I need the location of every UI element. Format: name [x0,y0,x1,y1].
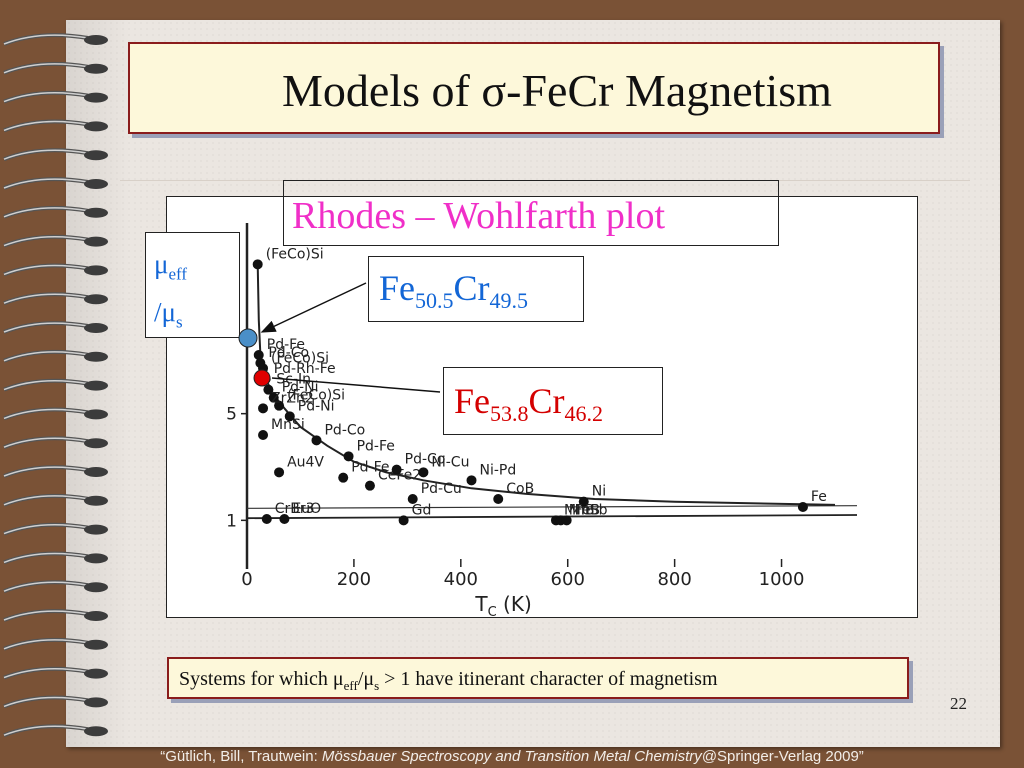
data-point-label: Pd-Fe [357,438,395,454]
mu-s-label: /μs [154,297,183,332]
spiral-hole [84,64,108,74]
data-point [392,465,402,475]
data-point-label: EuO [292,501,321,517]
spiral-hole [84,208,108,218]
data-point-label: ZrZn2 [271,390,314,406]
data-point [493,494,503,504]
spiral-hole [84,265,108,275]
data-point [258,363,268,373]
spiral-hole [84,35,108,45]
plot-title: Rhodes – Wohlfarth plot [292,194,665,238]
mu-eff-label: μeff [154,249,187,284]
spiral-hole [84,352,108,362]
x-axis-label: TC (K) [474,592,531,617]
spiral-hole [84,121,108,131]
x-tick-label: 400 [444,569,478,590]
data-point [311,435,321,445]
data-point [399,515,409,525]
fe50-cr49-label: Fe50.5Cr49.5 [379,267,528,314]
x-tick-label: 200 [337,569,371,590]
reference-line [247,506,857,509]
spiral-hole [84,697,108,707]
spiral-hole [84,237,108,247]
spiral-hole [84,467,108,477]
spiral-hole [84,150,108,160]
data-point-label: Pd-Co [324,422,365,438]
data-point [258,430,268,440]
data-point [261,374,271,384]
data-point-label: CoB [506,481,534,497]
spiral-hole [84,409,108,419]
spiral-hole [84,611,108,621]
data-point-label: Ni-Pd [480,462,517,478]
data-point [467,475,477,485]
data-point-label: Ni-Cu [431,454,469,470]
spiral-hole [84,294,108,304]
x-tick-label: 600 [551,569,585,590]
spiral-hole [84,381,108,391]
data-point-label: Ni [592,484,606,500]
spiral-hole [84,438,108,448]
title-box: Models of σ-FeCr Magnetism [128,42,940,134]
data-point [253,259,263,269]
data-point-label: Pd-Cu [421,481,462,497]
x-tick-label: 1000 [759,569,805,590]
data-point [562,515,572,525]
citation-footer: “Gütlich, Bill, Trautwein: Mössbauer Spe… [0,748,1024,765]
y-tick-label: 1 [226,511,237,531]
caption-box: Systems for which μeff/μs > 1 have itine… [167,657,909,699]
slide-title: Models of σ-FeCr Magnetism [130,64,938,117]
spiral-hole [84,669,108,679]
spiral-hole [84,726,108,736]
y-axis-label-box: μeff /μs [145,232,240,338]
spiral-binding [0,22,120,742]
data-point-label: MnSi [271,417,305,433]
x-tick-label: 0 [241,569,252,590]
spiral-hole [84,525,108,535]
data-point-label: FeB [575,502,601,518]
fe50-label-box: Fe50.5Cr49.5 [368,256,584,322]
data-point [418,467,428,477]
spiral-hole [84,640,108,650]
spiral-hole [84,553,108,563]
data-point-label: Au4V [287,454,324,470]
slide-number: 22 [950,694,967,714]
data-point [338,473,348,483]
spiral-hole [84,93,108,103]
data-point [258,403,268,413]
spiral-hole [84,179,108,189]
data-point [262,514,272,524]
data-point-label: (FeCo)Si [266,246,324,262]
data-point-label: Gd [412,502,432,518]
data-point-label: Fe [811,489,827,505]
data-point [279,514,289,524]
caption-text: Systems for which μeff/μs > 1 have itine… [179,668,718,694]
data-point [365,481,375,491]
y-tick-label: 5 [226,405,237,425]
spiral-hole [84,582,108,592]
x-tick-label: 800 [657,569,691,590]
spiral-hole [84,323,108,333]
data-point [798,502,808,512]
spiral-hole [84,496,108,506]
data-point [274,467,284,477]
fe53-label-box: Fe53.8Cr46.2 [443,367,663,435]
fe53-cr46-label: Fe53.8Cr46.2 [454,380,603,427]
